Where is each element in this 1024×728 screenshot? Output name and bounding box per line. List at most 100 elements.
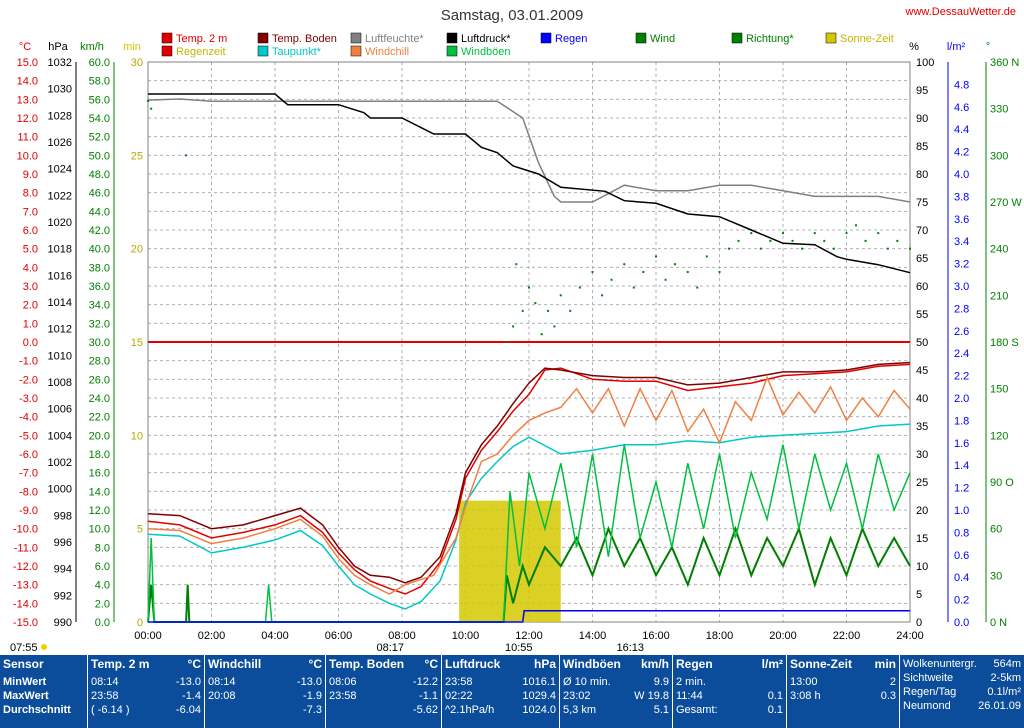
temp-tick-label: -12.0 bbox=[13, 561, 38, 573]
legend-swatch bbox=[635, 32, 647, 44]
hpa-tick-label: 1026 bbox=[48, 137, 72, 149]
stat-unit: °C bbox=[308, 657, 322, 671]
stat-row: 23:58 -1.1 bbox=[329, 689, 438, 703]
stat-row-time: 23:58 bbox=[445, 676, 473, 688]
axis-unit-left: min bbox=[123, 41, 141, 53]
direction-point bbox=[150, 107, 153, 110]
deg-tick-label: 150 bbox=[990, 384, 1008, 396]
kmh-tick-label: 54.0 bbox=[89, 113, 110, 125]
temp-tick-label: 11.0 bbox=[17, 132, 38, 144]
stat-row: -5.62 bbox=[329, 703, 438, 717]
stat-column: Sensor MinWert MaxWert Durchschnitt bbox=[0, 655, 88, 728]
sun-mark-label: 16:13 bbox=[616, 642, 644, 654]
hpa-tick-label: 1008 bbox=[48, 377, 72, 389]
stat-row-label: Durchschnitt bbox=[3, 704, 71, 716]
stat-row-value: W 19.8 bbox=[634, 690, 669, 702]
stat-row-value: 0.1 bbox=[767, 690, 783, 702]
stat-row-value: -7.3 bbox=[303, 704, 322, 716]
deg-tick-label: 210 bbox=[990, 290, 1008, 302]
stat-column: Temp. Boden °C 08:06 -12.2 23:58 -1.1 -5.62 bbox=[326, 655, 442, 728]
hpa-tick-label: 992 bbox=[54, 590, 72, 602]
pct-tick-label: 20 bbox=[916, 505, 928, 517]
temp-tick-label: -15.0 bbox=[13, 617, 38, 629]
stat-column: Windchill °C 08:14 -13.0 20:08 -1.9 -7.3 bbox=[205, 655, 326, 728]
rain-tick-label: 1.0 bbox=[954, 505, 969, 517]
hpa-tick-label: 994 bbox=[54, 564, 72, 576]
stat-unit: °C bbox=[187, 657, 201, 671]
axis-unit-right: % bbox=[909, 41, 919, 53]
direction-point bbox=[718, 271, 721, 273]
stat-column-header: Temp. 2 m °C bbox=[91, 657, 201, 671]
temp-tick-label: -3.0 bbox=[19, 393, 38, 405]
stat-row: Wolkenuntergr. 564m bbox=[903, 657, 1021, 671]
temp-tick-label: 6.0 bbox=[23, 225, 38, 237]
stat-row: 08:14 -13.0 bbox=[91, 675, 201, 689]
stat-row-value: -1.4 bbox=[182, 690, 201, 702]
temp-tick-label: 1.0 bbox=[23, 318, 38, 330]
kmh-tick-label: 12.0 bbox=[89, 505, 110, 517]
temp-tick-label: -6.0 bbox=[19, 449, 38, 461]
direction-point bbox=[696, 286, 699, 289]
stat-row-value: -1.9 bbox=[303, 690, 322, 702]
legend-swatch bbox=[825, 32, 837, 44]
direction-point bbox=[864, 239, 867, 242]
legend-label: Sonne-Zeit bbox=[840, 33, 894, 45]
kmh-tick-label: 22.0 bbox=[89, 412, 110, 424]
min-tick-label: 30 bbox=[131, 57, 143, 69]
stat-row: 08:14 -13.0 bbox=[208, 675, 322, 689]
stat-title: Sensor bbox=[3, 657, 44, 671]
stat-row-value: 1024.0 bbox=[522, 704, 556, 716]
direction-point bbox=[642, 271, 645, 273]
page-title: Samstag, 03.01.2009 bbox=[441, 7, 584, 24]
kmh-tick-label: 38.0 bbox=[89, 262, 110, 274]
kmh-tick-label: 52.0 bbox=[89, 132, 110, 144]
time-tick-label: 10:00 bbox=[452, 630, 480, 642]
time-tick-label: 24:00 bbox=[896, 630, 924, 642]
kmh-tick-label: 28.0 bbox=[89, 356, 110, 368]
kmh-tick-label: 36.0 bbox=[89, 281, 110, 293]
stat-column-header: Windböen km/h bbox=[563, 657, 669, 671]
hpa-tick-label: 1024 bbox=[48, 164, 72, 176]
stat-row-value: 2-5km bbox=[990, 672, 1021, 684]
temp-tick-label: -1.0 bbox=[19, 356, 38, 368]
rain-tick-label: 2.8 bbox=[954, 303, 969, 315]
stat-row-time: 5,3 km bbox=[563, 704, 597, 716]
stat-row: ( -6.14 ) -6.04 bbox=[91, 703, 201, 717]
hpa-tick-label: 1012 bbox=[48, 324, 72, 336]
pct-tick-label: 25 bbox=[916, 477, 928, 489]
hpa-tick-label: 1004 bbox=[48, 430, 72, 442]
deg-tick-label: 300 bbox=[990, 150, 1008, 162]
hpa-tick-label: 1016 bbox=[48, 270, 72, 282]
stat-column: Sonne-Zeit min 13:00 2 3:08 h 0.3 bbox=[787, 655, 900, 728]
deg-tick-label: 330 bbox=[990, 104, 1008, 116]
temp-tick-label: -8.0 bbox=[19, 486, 38, 498]
time-tick-label: 14:00 bbox=[579, 630, 607, 642]
pct-tick-label: 30 bbox=[916, 449, 928, 461]
temp-tick-label: 14.0 bbox=[17, 76, 38, 88]
pct-tick-label: 80 bbox=[916, 169, 928, 181]
stat-row-value: -1.1 bbox=[419, 690, 438, 702]
pct-tick-label: 0 bbox=[916, 617, 922, 629]
temp-tick-label: 8.0 bbox=[23, 188, 38, 200]
kmh-tick-label: 18.0 bbox=[89, 449, 110, 461]
direction-point bbox=[601, 294, 604, 297]
pct-tick-label: 45 bbox=[916, 365, 928, 377]
legend-label: Taupunkt* bbox=[272, 46, 322, 58]
temp-tick-label: -13.0 bbox=[13, 580, 38, 592]
kmh-tick-label: 14.0 bbox=[89, 486, 110, 498]
kmh-tick-label: 50.0 bbox=[89, 150, 110, 162]
direction-point bbox=[623, 263, 626, 266]
deg-tick-label: 240 bbox=[990, 244, 1008, 256]
direction-point bbox=[759, 247, 762, 250]
min-tick-label: 20 bbox=[131, 244, 143, 256]
temp-tick-label: -10.0 bbox=[13, 524, 38, 536]
stat-row-value: -6.04 bbox=[175, 704, 201, 716]
stat-row: MaxWert bbox=[3, 689, 84, 703]
stat-unit: hPa bbox=[533, 657, 556, 671]
direction-point bbox=[750, 232, 753, 235]
stat-row-value: 0.1l/m² bbox=[987, 686, 1021, 698]
direction-point bbox=[610, 278, 613, 281]
kmh-tick-label: 26.0 bbox=[89, 374, 110, 386]
direction-point bbox=[569, 309, 572, 312]
site-link: www.DessauWetter.de bbox=[905, 6, 1016, 18]
